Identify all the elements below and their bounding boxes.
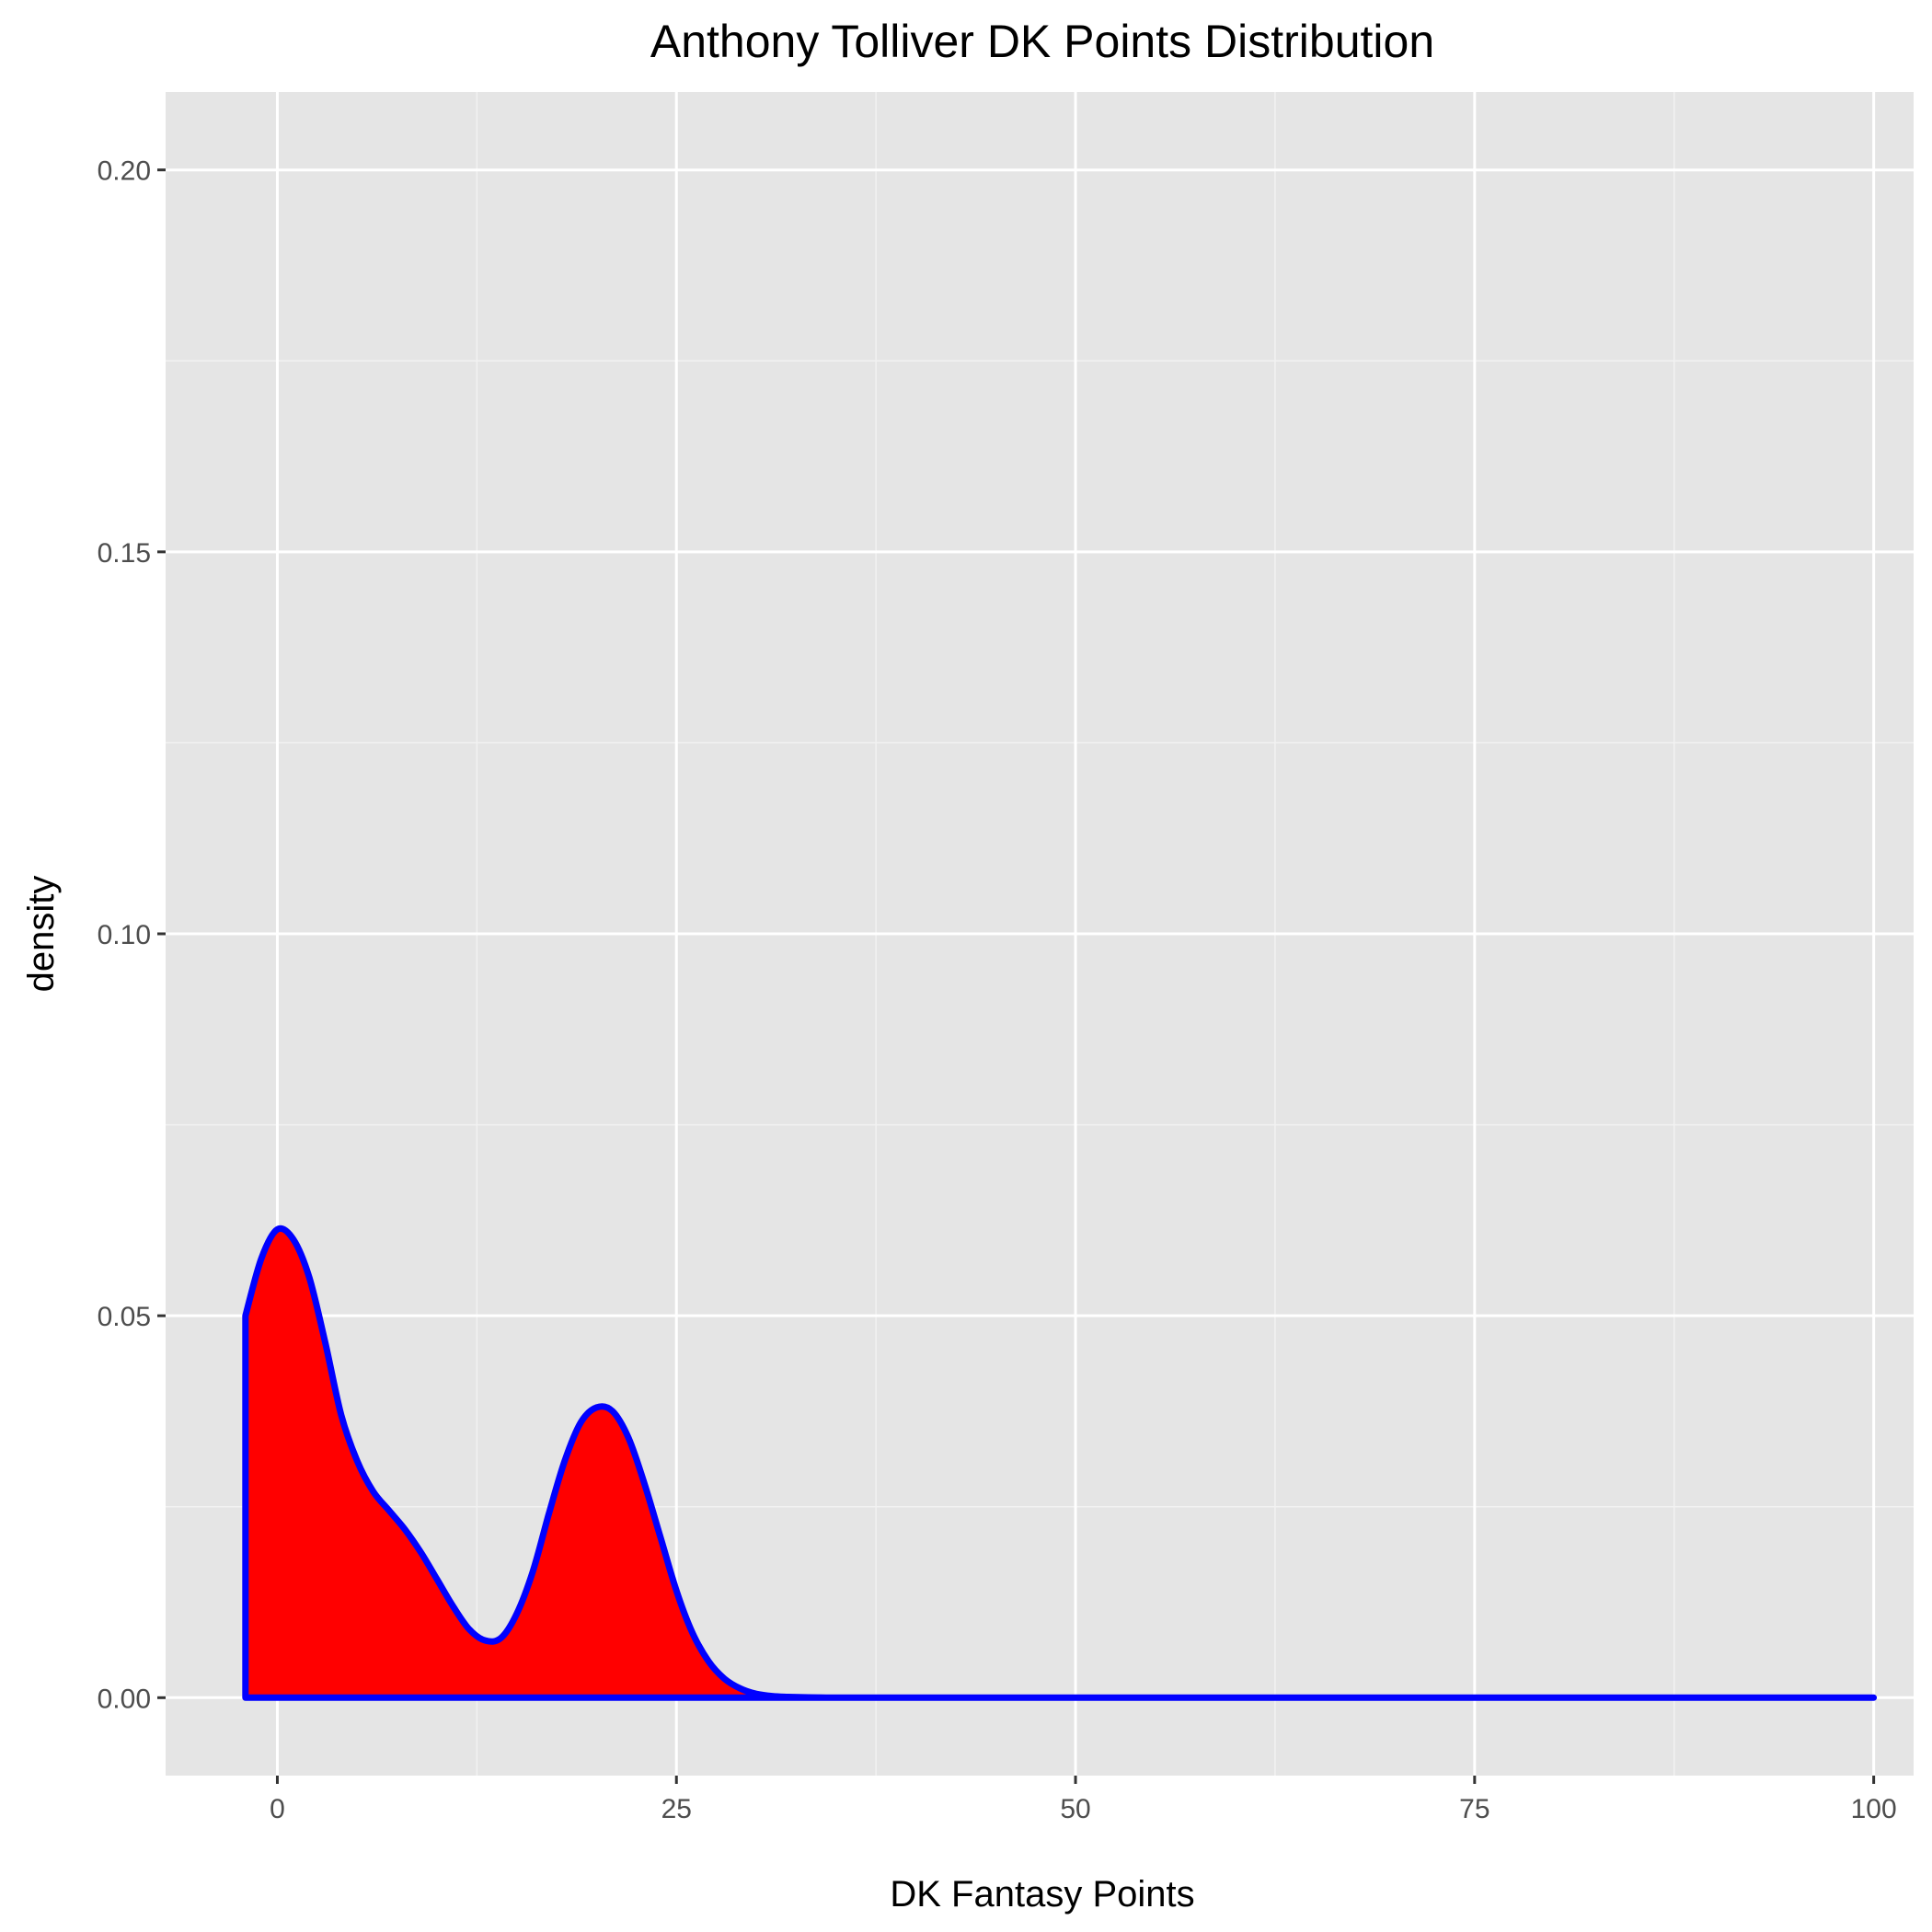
density-area (242, 1225, 1878, 1701)
x-tick-label: 0 (270, 1794, 285, 1824)
x-tick-label: 75 (1459, 1794, 1489, 1824)
y-tick-label: 0.10 (98, 920, 151, 950)
y-tick-label: 0.00 (98, 1684, 151, 1714)
chart-title: Anthony Tolliver DK Points Distribution (650, 16, 1434, 67)
x-tick-label: 100 (1851, 1794, 1897, 1824)
x-tick-label: 50 (1060, 1794, 1090, 1824)
y-tick-label: 0.15 (98, 538, 151, 569)
y-tick-label: 0.05 (98, 1302, 151, 1332)
axes: 0 25 50 75 100 0.00 0.05 0.10 0.15 0.20 (98, 156, 1897, 1824)
y-axis-title: density (21, 876, 62, 993)
y-tick-label: 0.20 (98, 156, 151, 187)
density-marks (242, 1225, 1878, 1701)
x-axis-title: DK Fantasy Points (890, 1874, 1194, 1915)
x-tick-label: 25 (661, 1794, 692, 1824)
